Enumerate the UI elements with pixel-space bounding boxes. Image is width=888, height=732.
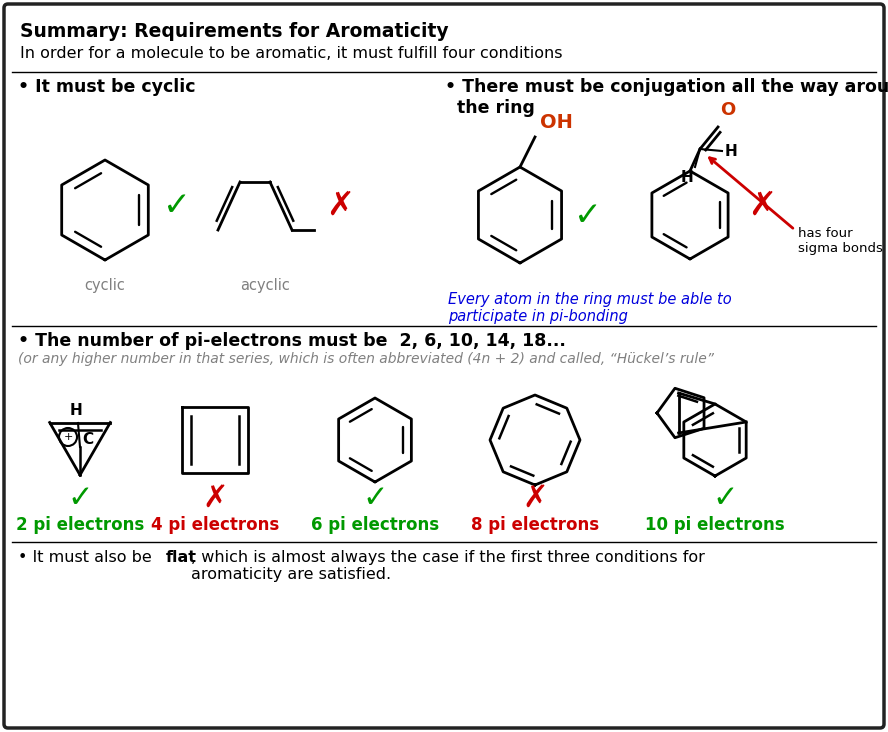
Text: OH: OH (540, 113, 573, 132)
Text: ✗: ✗ (748, 189, 776, 222)
Text: acyclic: acyclic (240, 278, 290, 293)
Text: flat: flat (166, 550, 197, 565)
Text: +: + (63, 432, 73, 442)
Text: H: H (69, 403, 83, 418)
Text: 6 pi electrons: 6 pi electrons (311, 516, 439, 534)
Text: , which is almost always the case if the first three conditions for
aromaticity : , which is almost always the case if the… (191, 550, 705, 583)
Text: ✓: ✓ (362, 484, 388, 512)
Text: Summary: Requirements for Aromaticity: Summary: Requirements for Aromaticity (20, 22, 448, 41)
Text: • There must be conjugation all the way around
  the ring: • There must be conjugation all the way … (445, 78, 888, 117)
Text: Every atom in the ring must be able to
participate in pi-bonding: Every atom in the ring must be able to p… (448, 292, 732, 324)
Text: ✓: ✓ (712, 484, 738, 512)
Text: 4 pi electrons: 4 pi electrons (151, 516, 279, 534)
Text: C: C (82, 431, 93, 447)
Text: ✗: ✗ (202, 484, 227, 512)
Text: • The number of pi-electrons must be  2, 6, 10, 14, 18...: • The number of pi-electrons must be 2, … (18, 332, 566, 350)
Text: ✗: ✗ (326, 189, 354, 222)
Text: cyclic: cyclic (84, 278, 125, 293)
Text: H: H (725, 143, 738, 159)
Text: ✓: ✓ (67, 484, 92, 512)
Text: O: O (720, 101, 735, 119)
Text: 10 pi electrons: 10 pi electrons (646, 516, 785, 534)
Text: 8 pi electrons: 8 pi electrons (471, 516, 599, 534)
Text: 2 pi electrons: 2 pi electrons (16, 516, 144, 534)
Text: H: H (680, 170, 693, 185)
Text: ✗: ✗ (522, 484, 548, 512)
Text: (or any higher number in that series, which is often abbreviated (4n + 2) and ca: (or any higher number in that series, wh… (18, 352, 714, 366)
Text: ✓: ✓ (163, 189, 191, 222)
Text: has four
sigma bonds: has four sigma bonds (798, 227, 883, 255)
Text: ✓: ✓ (574, 198, 602, 231)
Text: • It must be cyclic: • It must be cyclic (18, 78, 195, 96)
FancyBboxPatch shape (4, 4, 884, 728)
Text: In order for a molecule to be aromatic, it must fulfill four conditions: In order for a molecule to be aromatic, … (20, 46, 562, 61)
Text: • It must also be: • It must also be (18, 550, 157, 565)
